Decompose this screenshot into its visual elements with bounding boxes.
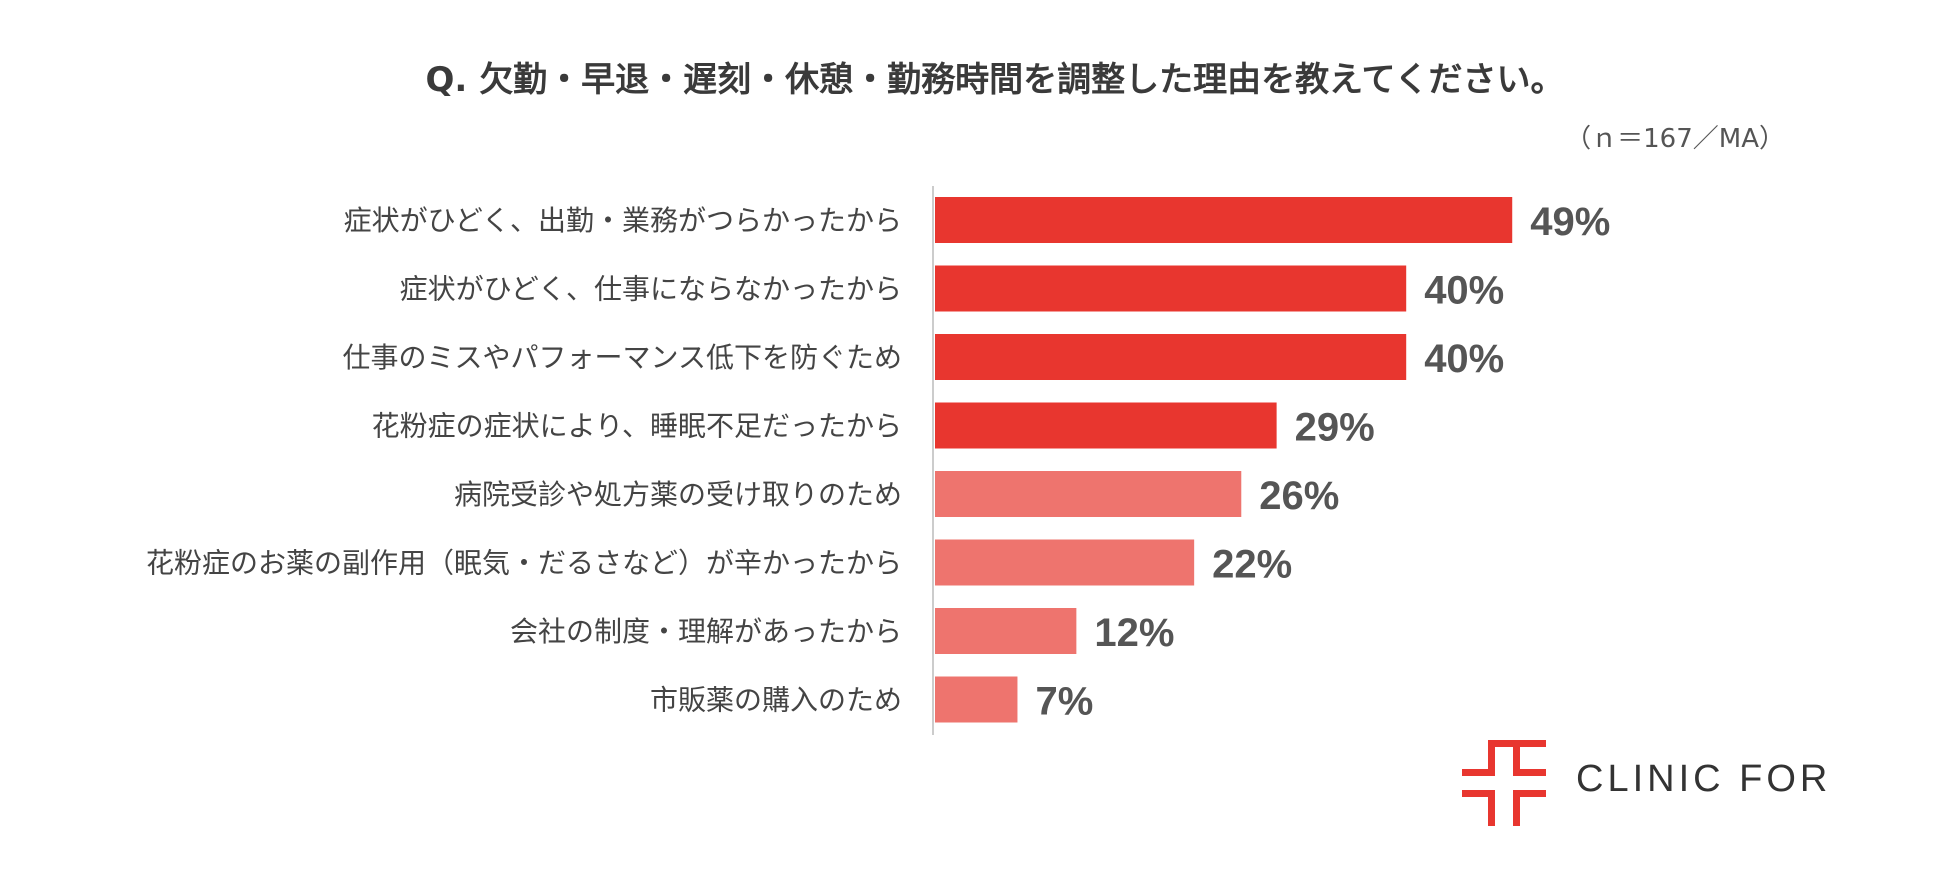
- bar: [935, 608, 1077, 654]
- data-label: 40%: [1424, 337, 1504, 381]
- sample-size-note: （ｎ＝167／MA）: [1565, 124, 1785, 154]
- data-label: 12%: [1094, 611, 1174, 655]
- category-label: 花粉症の症状により、睡眠不足だったから: [372, 410, 902, 443]
- bar: [935, 471, 1242, 517]
- data-label: 22%: [1212, 543, 1292, 587]
- category-label: 症状がひどく、仕事にならなかったから: [400, 273, 902, 306]
- data-label: 29%: [1295, 406, 1375, 450]
- bar: [935, 265, 1407, 312]
- category-label: 会社の制度・理解があったから: [510, 615, 902, 648]
- data-label: 49%: [1530, 200, 1610, 244]
- category-label: 市販薬の購入のため: [650, 684, 902, 717]
- chart-title: Q. 欠勤・早退・遅刻・休憩・勤務時間を調整した理由を教えてください。: [425, 60, 1565, 100]
- bar: [935, 197, 1513, 243]
- category-label: 症状がひどく、出勤・業務がつらかったから: [344, 204, 902, 237]
- brand-name: CLINIC FOR: [1576, 758, 1832, 800]
- clinic-for-logo-icon: [1462, 740, 1546, 826]
- data-label: 26%: [1259, 474, 1339, 518]
- bar: [935, 676, 1018, 723]
- bar: [935, 539, 1195, 586]
- data-label: 40%: [1424, 269, 1504, 313]
- bar: [935, 402, 1277, 449]
- category-label: 花粉症のお薬の副作用（眠気・だるさなど）が辛かったから: [146, 547, 902, 580]
- category-label: 病院受診や処方薬の受け取りのため: [454, 478, 902, 511]
- data-label: 7%: [1035, 680, 1093, 724]
- bar: [935, 334, 1407, 380]
- category-label: 仕事のミスやパフォーマンス低下を防ぐため: [343, 341, 902, 374]
